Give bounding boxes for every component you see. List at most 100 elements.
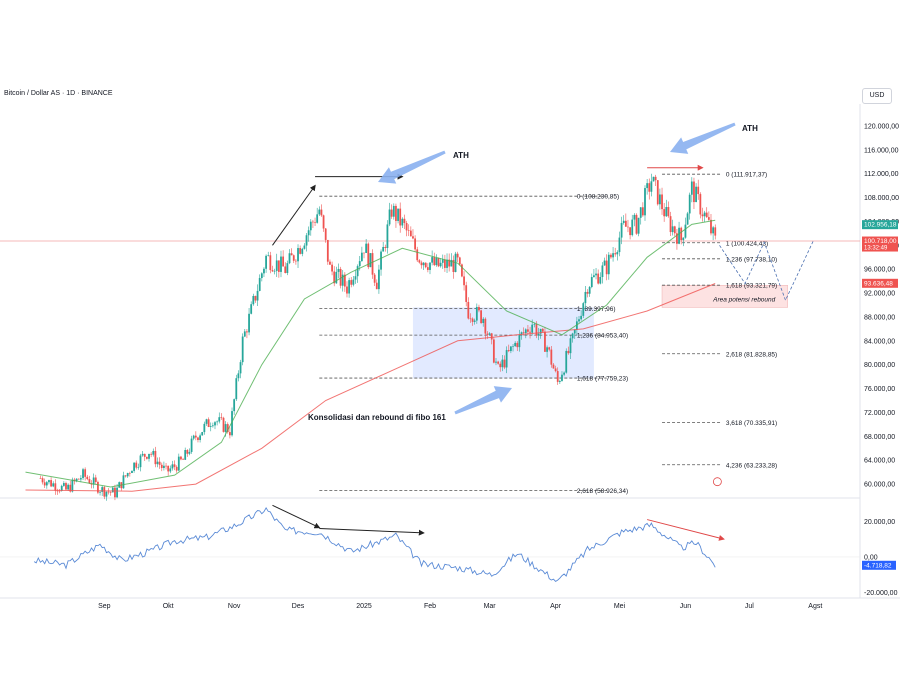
candle-body bbox=[194, 435, 197, 438]
candle-body bbox=[107, 491, 110, 493]
candle-body bbox=[505, 350, 508, 368]
candle-body bbox=[141, 453, 144, 456]
candle-body bbox=[339, 268, 342, 286]
candle-body bbox=[99, 491, 101, 493]
candle-body bbox=[358, 261, 361, 267]
candle-body bbox=[616, 252, 619, 255]
x-tick-label: Mar bbox=[484, 603, 497, 610]
consolidation-label: Konsolidasi dan rebound di fibo 161 bbox=[308, 413, 446, 422]
price-badge-sublabel: 13:32:49 bbox=[864, 246, 888, 252]
ath-label-2: ATH bbox=[742, 124, 758, 133]
candle-body bbox=[671, 226, 674, 233]
candle-body bbox=[148, 453, 150, 459]
candle-body bbox=[50, 480, 52, 487]
candle-body bbox=[182, 459, 184, 460]
candle-body bbox=[537, 333, 540, 336]
candle-body bbox=[429, 262, 431, 270]
candle-body bbox=[556, 371, 559, 382]
candle-body bbox=[128, 473, 131, 474]
candle-body bbox=[346, 286, 348, 294]
candle-body bbox=[139, 455, 142, 468]
candle-body bbox=[171, 464, 174, 469]
candle-body bbox=[676, 233, 678, 244]
candle-body bbox=[595, 273, 597, 276]
candle-body bbox=[263, 268, 265, 274]
candle-body bbox=[401, 218, 404, 226]
candle-body bbox=[399, 208, 402, 226]
candle-body bbox=[607, 254, 610, 275]
candle-body bbox=[239, 362, 242, 374]
candle-body bbox=[54, 483, 57, 491]
candle-body bbox=[663, 209, 666, 217]
candle-body bbox=[601, 265, 604, 277]
candle-body bbox=[322, 215, 325, 229]
candle-body bbox=[86, 476, 89, 480]
candle-body bbox=[407, 230, 410, 231]
candle-body bbox=[652, 176, 655, 182]
candle-body bbox=[552, 364, 555, 369]
candle-body bbox=[437, 257, 440, 267]
candle-body bbox=[209, 426, 212, 427]
candle-body bbox=[365, 243, 368, 253]
candle-body bbox=[471, 318, 474, 322]
candle-body bbox=[567, 350, 570, 354]
candle-body bbox=[378, 269, 380, 290]
candle-body bbox=[277, 260, 280, 272]
candle-body bbox=[409, 230, 412, 237]
candle-body bbox=[524, 329, 527, 334]
candle-body bbox=[375, 282, 378, 290]
candle-body bbox=[535, 324, 538, 336]
x-tick-label: Apr bbox=[550, 603, 562, 610]
candle-body bbox=[180, 456, 182, 460]
currency-selector[interactable]: USD bbox=[862, 88, 892, 104]
candle-body bbox=[301, 248, 304, 254]
candle-body bbox=[188, 451, 191, 454]
candle-body bbox=[348, 280, 351, 294]
candle-body bbox=[707, 217, 710, 220]
candle-body bbox=[548, 347, 551, 350]
candle-body bbox=[273, 270, 276, 272]
candle-body bbox=[69, 484, 72, 492]
candle-body bbox=[331, 264, 333, 272]
candle-body bbox=[467, 301, 470, 319]
candle-body bbox=[488, 333, 491, 335]
x-tick-label: Des bbox=[292, 603, 305, 610]
candle-body bbox=[363, 252, 365, 254]
candle-body bbox=[367, 243, 370, 268]
candle-body bbox=[441, 259, 444, 263]
y-tick-label: 80.000,00 bbox=[864, 362, 895, 369]
y-tick-label: 60.000,00 bbox=[864, 482, 895, 489]
candle-body bbox=[43, 482, 46, 486]
candle-body bbox=[412, 236, 414, 239]
candle-body bbox=[41, 478, 44, 483]
candle-body bbox=[654, 176, 657, 181]
candle-body bbox=[52, 483, 55, 487]
candle-body bbox=[458, 257, 461, 265]
x-tick-label: Jul bbox=[745, 603, 754, 610]
candle-body bbox=[237, 373, 240, 379]
candle-body bbox=[644, 188, 646, 216]
x-tick-label: Feb bbox=[424, 603, 436, 610]
price-badge bbox=[862, 278, 898, 288]
osc-trend-arrow bbox=[272, 504, 321, 529]
candle-body bbox=[307, 230, 310, 236]
y-tick-label: 68.000,00 bbox=[864, 434, 895, 441]
osc-value-label: -4.718,82 bbox=[864, 562, 892, 569]
candle-body bbox=[416, 249, 419, 261]
rebound-area-label: Area potensi rebound bbox=[712, 297, 776, 304]
candle-body bbox=[94, 477, 97, 482]
candle-body bbox=[405, 223, 408, 231]
flash-icon bbox=[712, 477, 722, 487]
candle-body bbox=[371, 253, 374, 275]
candle-body bbox=[105, 491, 108, 497]
candle-body bbox=[701, 214, 704, 217]
candle-body bbox=[56, 490, 59, 492]
candle-body bbox=[529, 331, 531, 333]
candle-body bbox=[222, 417, 225, 432]
candle-body bbox=[682, 237, 685, 241]
candle-body bbox=[456, 253, 459, 258]
candle-body bbox=[605, 260, 608, 275]
candle-body bbox=[143, 453, 146, 457]
candle-body bbox=[516, 342, 519, 348]
